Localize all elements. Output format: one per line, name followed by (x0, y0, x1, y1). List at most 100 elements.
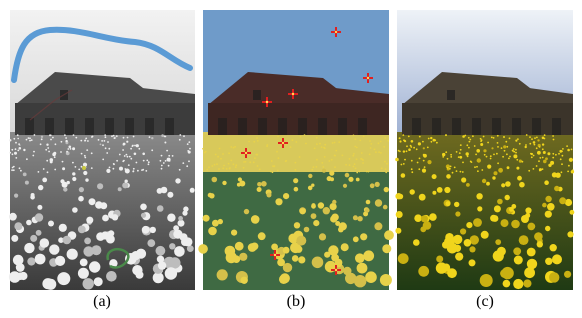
flower (365, 271, 377, 283)
flower (241, 277, 248, 284)
flower (342, 155, 344, 157)
flower (413, 239, 420, 246)
flower (79, 187, 84, 192)
flower (474, 166, 476, 168)
flower (401, 164, 403, 166)
flower (561, 163, 563, 165)
flower (168, 155, 170, 157)
flower (527, 248, 536, 257)
flower (356, 147, 358, 149)
flower (459, 156, 462, 159)
flower (233, 163, 235, 165)
flower (534, 144, 536, 146)
flower (543, 160, 547, 164)
barn-door (238, 118, 247, 135)
flower (89, 198, 96, 205)
flower (542, 157, 544, 159)
flower (324, 156, 326, 158)
flower (109, 167, 111, 169)
flower (33, 151, 35, 153)
flower (295, 162, 297, 164)
flower (254, 157, 256, 159)
flower (511, 220, 520, 229)
barn-door (358, 118, 367, 135)
barn-door (552, 118, 561, 135)
flower (95, 201, 103, 209)
flower (267, 193, 272, 198)
flower (130, 158, 132, 160)
flower (493, 137, 495, 139)
flower (411, 168, 413, 170)
flower (338, 141, 340, 143)
flower (508, 158, 510, 160)
flower (84, 238, 91, 245)
flower (477, 170, 479, 172)
flower (72, 162, 74, 164)
flower (78, 268, 89, 279)
flower (304, 227, 310, 233)
flower (300, 136, 302, 138)
flower (430, 137, 432, 139)
flower (490, 155, 492, 157)
flower (460, 228, 466, 234)
flower (137, 170, 139, 172)
flower (460, 171, 462, 173)
flower (406, 150, 408, 152)
flower (49, 134, 51, 136)
flower (63, 236, 72, 245)
flower (442, 156, 444, 158)
flower (494, 205, 501, 212)
panel-c (395, 10, 574, 290)
flower (271, 160, 273, 162)
flower (295, 246, 302, 253)
flower (208, 166, 210, 168)
flower (531, 156, 533, 158)
flower (528, 223, 536, 231)
flower (251, 215, 260, 224)
flower (334, 142, 336, 144)
flower (17, 150, 19, 152)
flower (86, 217, 93, 224)
flower (198, 244, 208, 254)
flower (167, 214, 175, 222)
flower (40, 238, 50, 248)
flower (332, 200, 336, 204)
flower (104, 140, 106, 142)
flower (452, 172, 454, 174)
flower (169, 243, 175, 249)
flower (453, 235, 462, 244)
flower (234, 146, 236, 148)
flower (568, 165, 570, 167)
flower (72, 147, 75, 150)
flower (29, 137, 31, 139)
flower (552, 135, 554, 137)
flower (316, 159, 318, 161)
flower (203, 215, 210, 222)
flower (86, 149, 88, 151)
flower (401, 173, 406, 178)
flower (19, 272, 27, 280)
flower (142, 226, 150, 234)
flower (38, 171, 40, 173)
flower (514, 256, 523, 265)
flower (332, 142, 334, 144)
flower (65, 140, 67, 142)
flower (509, 137, 511, 139)
flower (20, 170, 22, 172)
flower (235, 166, 237, 168)
flower (437, 187, 443, 193)
flower (382, 244, 391, 253)
flower (11, 169, 13, 171)
barn-door (165, 118, 174, 135)
flower (143, 160, 145, 162)
flower (123, 144, 125, 146)
flower (202, 148, 204, 150)
barn-door (432, 118, 441, 135)
flower (230, 160, 232, 162)
flower (261, 181, 267, 187)
flower (167, 192, 173, 198)
flower (493, 154, 495, 156)
flower (472, 135, 474, 137)
panel-label: (c) (476, 293, 494, 310)
flower (456, 170, 458, 172)
